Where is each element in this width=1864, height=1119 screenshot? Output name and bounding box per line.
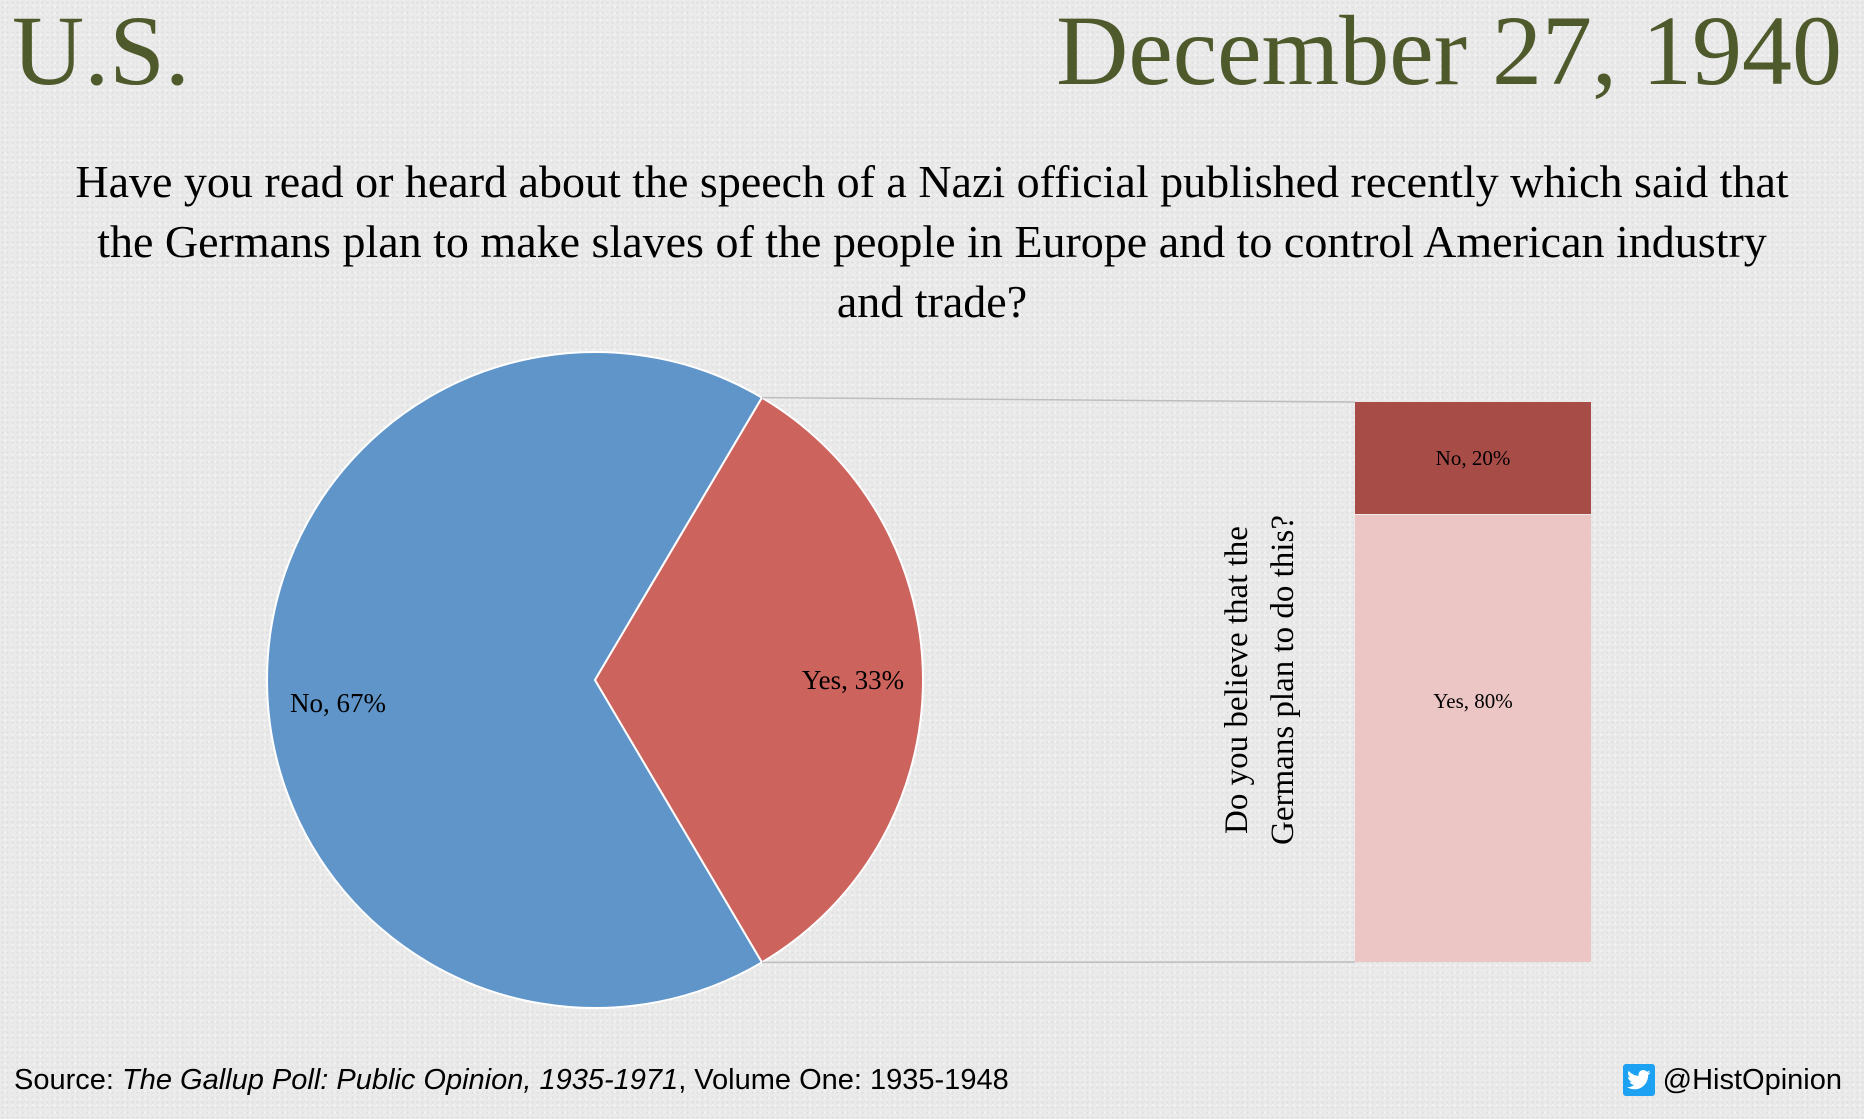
bar-segment-yes — [1355, 515, 1591, 962]
bar-title: Do you believe that the Germans plan to d… — [1219, 515, 1301, 845]
bar-segment-no — [1355, 402, 1591, 514]
source-citation: Source: The Gallup Poll: Public Opinion,… — [14, 1064, 1009, 1097]
source-prefix: Source: — [14, 1064, 122, 1096]
bar-title-line: Germans plan to do this? — [1265, 515, 1301, 845]
twitter-handle-text: @HistOpinion — [1662, 1063, 1842, 1096]
twitter-icon — [1622, 1064, 1655, 1096]
pie-label-yes: Yes, 33% — [802, 665, 904, 695]
bar-title-line: Do you believe that the — [1219, 526, 1255, 834]
bar-label-no: No, 20% — [1436, 446, 1511, 470]
poll-question: Have you read or heard about the speech … — [75, 156, 1789, 327]
pie-slice-no — [266, 351, 764, 1009]
twitter-handle[interactable]: @HistOpinion — [1622, 1062, 1842, 1098]
source-title: The Gallup Poll: Public Opinion, 1935-19… — [122, 1064, 679, 1096]
bar-label-yes: Yes, 80% — [1433, 689, 1513, 713]
connector-line-top — [761, 396, 1356, 403]
country-label: U.S. — [12, 0, 190, 106]
source-suffix: , Volume One: 1935-1948 — [678, 1064, 1009, 1096]
poll-date: December 27, 1940 — [1056, 0, 1842, 106]
pie-label-no: No, 67% — [290, 688, 386, 718]
pie-slice-yes — [593, 396, 924, 964]
